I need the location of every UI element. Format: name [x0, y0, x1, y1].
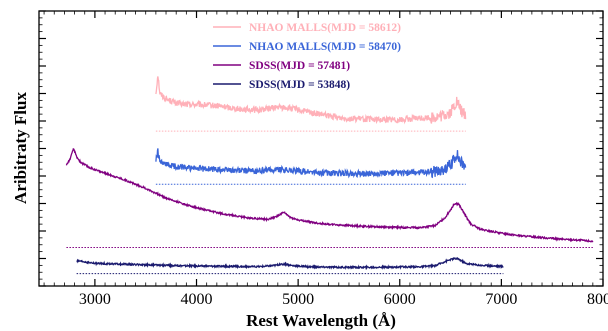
legend-label-2: NHAO MALLS(MJD = 58470) [249, 41, 401, 53]
series-1-spectrum [155, 76, 467, 125]
series-1 [155, 76, 467, 132]
series-4 [76, 256, 504, 275]
x-tick-label: 6000 [384, 291, 416, 308]
legend-label-1: NHAO MALLS(MJD = 58612) [249, 22, 401, 34]
x-axis-label: Rest Wavelength (Å) [246, 311, 396, 330]
x-tick-label: 5000 [282, 291, 314, 308]
series-layer [65, 76, 594, 275]
axis-ticks: 3000 4000 5000 6000 7000 8000 [39, 10, 608, 308]
series-3-spectrum [65, 148, 594, 243]
y-axis-label: Aribitraty Flux [11, 92, 30, 204]
x-tick-label: 4000 [181, 291, 213, 308]
series-2 [155, 148, 467, 185]
x-tick-label: 3000 [79, 291, 111, 308]
legend-label-4: SDSS(MJD = 53848) [249, 79, 350, 91]
x-tick-label: 7000 [485, 291, 517, 308]
legend: NHAO MALLS(MJD = 58612) NHAO MALLS(MJD = … [213, 22, 401, 91]
series-4-spectrum [76, 256, 504, 271]
series-2-spectrum [155, 148, 467, 179]
x-tick-label: 8000 [587, 291, 608, 308]
legend-label-3: SDSS(MJD = 57481) [249, 60, 350, 72]
series-3 [65, 148, 594, 248]
